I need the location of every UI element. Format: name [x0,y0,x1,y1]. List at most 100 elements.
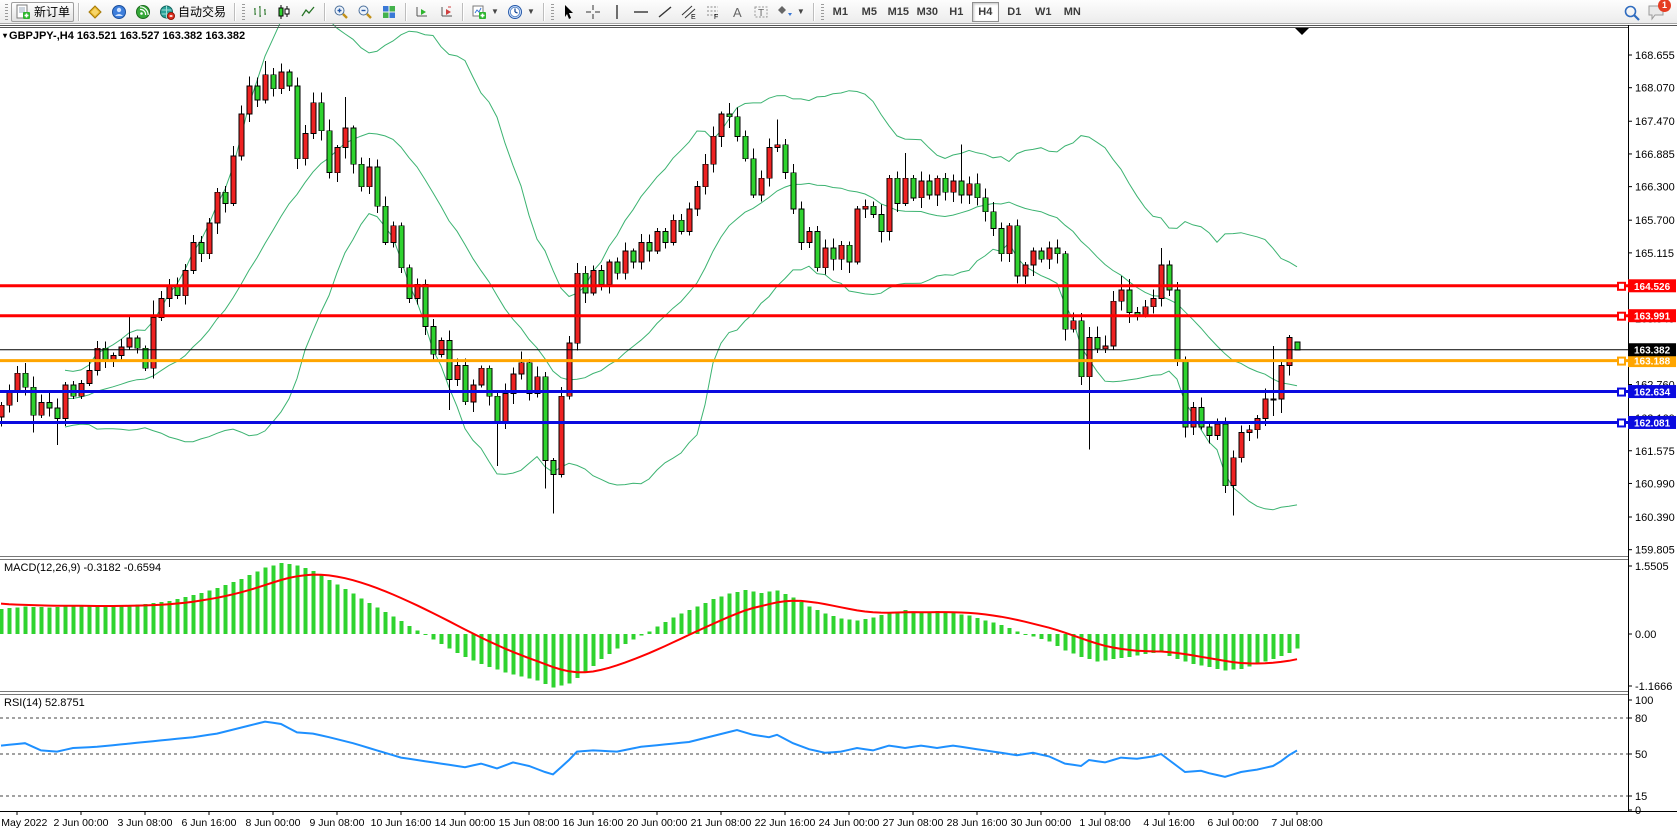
toolbar: 新订单 自动交易 [0,0,1677,24]
horizontal-line-object[interactable] [0,387,1628,397]
line-chart-icon [300,4,316,20]
shapes-dropdown-button[interactable]: ▼ [773,2,809,22]
timeframe-M15[interactable]: M15 [887,5,909,18]
autotrading-button[interactable]: 自动交易 [155,2,230,22]
svg-text:163.188: 163.188 [1634,357,1671,368]
zoom-out-icon [357,4,373,20]
autotrading-icon [159,4,176,20]
horizontal-line-object[interactable] [0,418,1628,428]
arrange-back-button[interactable] [434,2,458,22]
horizontal-line-tool-button[interactable] [629,2,653,22]
timeframe-W1[interactable]: W1 [1035,5,1052,18]
svg-text:15: 15 [1635,791,1647,803]
svg-text:160.990: 160.990 [1635,478,1675,490]
svg-text:28 Jun 16:00: 28 Jun 16:00 [947,817,1008,829]
metaeditor-button[interactable] [83,2,107,22]
time-axis[interactable]: 31 May 2022 2 Jun 00:00 3 Jun 08:00 6 Jun 1… [0,811,1677,829]
chart-plot-area[interactable] [0,27,1628,556]
cursor-tool-button[interactable] [557,2,581,22]
horizontal-line-object[interactable] [0,311,1628,321]
svg-text:14 Jun 00:00: 14 Jun 00:00 [435,817,496,829]
price-badge: 163.991 [1628,309,1676,323]
vertical-line-tool-button[interactable] [605,2,629,22]
svg-text:15 Jun 08:00: 15 Jun 08:00 [499,817,560,829]
period-dropdown-button[interactable]: ▼ [503,2,539,22]
timeframe-M5[interactable]: M5 [861,5,877,18]
community-button[interactable] [107,2,131,22]
equidistant-channel-icon: E [681,4,697,21]
timeframe-M1[interactable]: M1 [832,5,848,18]
signals-icon [135,4,151,20]
svg-text:100: 100 [1635,695,1653,707]
svg-text:162.081: 162.081 [1634,418,1671,429]
metaeditor-icon [87,4,103,20]
price-badge: 162.081 [1628,415,1676,429]
separator [234,2,236,21]
candlestick-chart-button[interactable] [272,2,296,22]
signals-button[interactable] [131,2,155,22]
svg-text:2 Jun 00:00: 2 Jun 00:00 [54,817,109,829]
new-chart-button[interactable]: ▼ [467,2,503,22]
chart-title-block[interactable]: ▾ GBPJPY-,H4 163.521 163.527 163.382 163.… [3,30,245,42]
chart-shift-marker[interactable] [1295,28,1309,35]
price-badge: 163.188 [1628,354,1676,368]
new-chart-icon [471,4,487,20]
svg-text:6 Jul 00:00: 6 Jul 00:00 [1207,817,1259,829]
cursor-icon [561,4,577,20]
fibonacci-tool-button[interactable]: F [701,2,725,22]
svg-text:T: T [758,8,764,19]
equidistant-channel-tool-button[interactable]: E [677,2,701,22]
text-label-tool-button[interactable]: T [749,2,773,22]
line-handle [1617,387,1626,397]
tile-windows-icon [381,4,397,20]
new-order-button[interactable]: 新订单 [11,1,75,22]
zoom-in-icon [333,4,349,20]
horizontal-line-object[interactable] [0,281,1628,291]
macd-histogram [0,563,1300,688]
timeframe-H1[interactable]: H1 [949,5,964,18]
crosshair-tool-button[interactable] [581,2,605,22]
timeframe-M30[interactable]: M30 [916,5,938,18]
svg-text:22 Jun 16:00: 22 Jun 16:00 [755,817,816,829]
svg-text:16 Jun 16:00: 16 Jun 16:00 [563,817,624,829]
svg-text:168.070: 168.070 [1635,83,1675,95]
svg-text:0.00: 0.00 [1635,629,1656,641]
new-order-icon [15,4,31,20]
tile-windows-button[interactable] [377,2,401,22]
arrange-forward-button[interactable] [410,2,434,22]
svg-text:10 Jun 16:00: 10 Jun 16:00 [371,817,432,829]
zoom-in-button[interactable] [329,2,353,22]
svg-text:166.885: 166.885 [1635,149,1675,161]
line-handle [1617,311,1626,321]
notifications-button[interactable]: 1 [1647,0,1671,21]
text-tool-button[interactable]: A [725,2,749,22]
timeframe-D1[interactable]: D1 [1007,5,1022,18]
price-badge: 164.526 [1628,279,1676,293]
price-badge: 163.382 [1628,343,1676,357]
toolbar-grip [242,3,246,20]
trendline-tool-button[interactable] [653,2,677,22]
svg-text:A: A [733,5,742,20]
svg-text:4 Jul 16:00: 4 Jul 16:00 [1143,817,1195,829]
dropdown-caret: ▼ [526,7,535,16]
trendline-icon [657,4,673,20]
timeframe-MN[interactable]: MN [1063,5,1081,18]
timeframe-H4[interactable]: H4 [971,1,999,22]
svg-text:31 May 2022: 31 May 2022 [0,817,48,829]
community-icon [111,4,127,20]
svg-text:50: 50 [1635,749,1647,761]
zoom-out-button[interactable] [353,2,377,22]
timeframe-toolbar: M1 M5 M15 M30 H1 H4 D1 W1 MN [827,1,1086,22]
svg-text:8 Jun 00:00: 8 Jun 00:00 [246,817,301,829]
svg-text:F: F [714,14,718,20]
svg-text:161.575: 161.575 [1635,446,1675,458]
horizontal-line-object[interactable] [0,356,1628,366]
line-chart-button[interactable] [296,2,320,22]
period-clock-icon [507,4,523,20]
crosshair-icon [585,4,601,20]
horizontal-line-icon [633,4,649,20]
search-icon[interactable] [1623,4,1640,21]
shapes-icon [777,4,793,20]
bar-chart-button[interactable] [248,2,272,22]
